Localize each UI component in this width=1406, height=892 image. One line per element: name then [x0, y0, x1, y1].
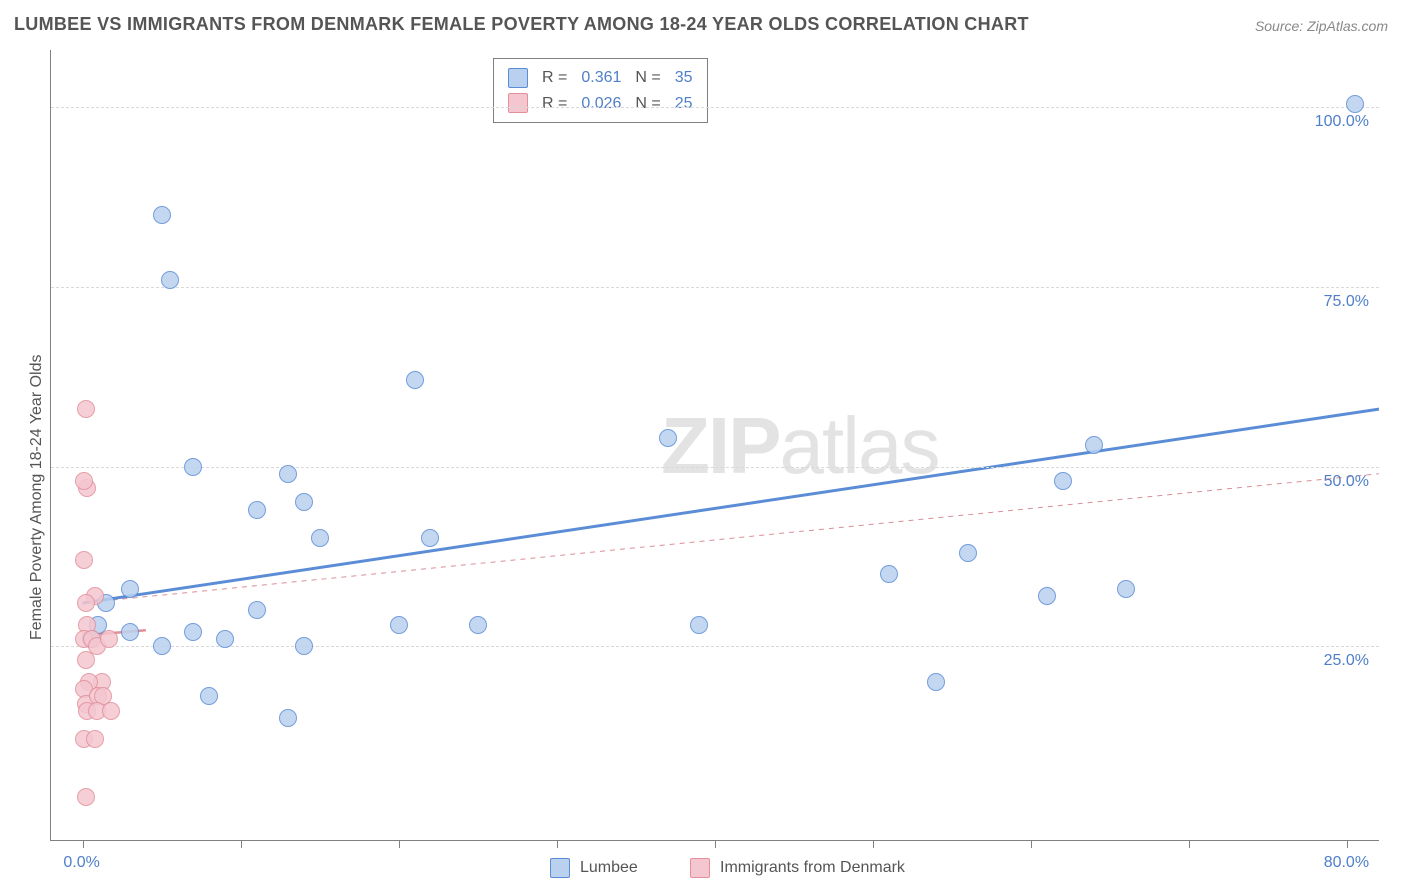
gridline-horizontal [51, 646, 1379, 647]
legend-label: Lumbee [580, 859, 638, 877]
scatter-point [1117, 580, 1135, 598]
scatter-point [248, 501, 266, 519]
x-tick-mark [399, 840, 400, 848]
scatter-point [77, 594, 95, 612]
gridline-horizontal [51, 107, 1379, 108]
scatter-point [295, 493, 313, 511]
scatter-point [959, 544, 977, 562]
scatter-point [75, 472, 93, 490]
scatter-point [927, 673, 945, 691]
scatter-point [77, 651, 95, 669]
x-tick-label: 0.0% [63, 854, 99, 872]
scatter-point [390, 616, 408, 634]
scatter-point [75, 551, 93, 569]
scatter-point [200, 687, 218, 705]
scatter-point [121, 580, 139, 598]
r-label: R = [542, 65, 567, 91]
scatter-point [77, 788, 95, 806]
scatter-point [161, 271, 179, 289]
y-axis-label: Female Poverty Among 18-24 Year Olds [28, 355, 46, 641]
gridline-horizontal [51, 467, 1379, 468]
x-tick-mark [83, 840, 84, 848]
r-value: 0.026 [581, 91, 621, 117]
scatter-point [690, 616, 708, 634]
scatter-point [77, 400, 95, 418]
legend-swatch [550, 858, 570, 878]
scatter-point [216, 630, 234, 648]
n-value: 35 [675, 65, 693, 91]
y-tick-label: 50.0% [1324, 473, 1369, 491]
scatter-point [100, 630, 118, 648]
series-legend-item: Immigrants from Denmark [690, 858, 905, 878]
x-tick-mark [557, 840, 558, 848]
x-tick-label: 80.0% [1324, 854, 1369, 872]
x-tick-mark [1031, 840, 1032, 848]
watermark-atlas: atlas [779, 401, 938, 490]
series-legend-item: Lumbee [550, 858, 638, 878]
n-label: N = [635, 65, 660, 91]
scatter-point [1346, 95, 1364, 113]
chart-title: LUMBEE VS IMMIGRANTS FROM DENMARK FEMALE… [14, 14, 1029, 35]
scatter-point [1054, 472, 1072, 490]
scatter-point [153, 637, 171, 655]
legend-label: Immigrants from Denmark [720, 859, 905, 877]
scatter-point [295, 637, 313, 655]
scatter-point [121, 623, 139, 641]
n-value: 25 [675, 91, 693, 117]
watermark: ZIPatlas [661, 400, 938, 492]
scatter-point [1085, 436, 1103, 454]
scatter-point [406, 371, 424, 389]
scatter-point [311, 529, 329, 547]
x-tick-mark [873, 840, 874, 848]
r-label: R = [542, 91, 567, 117]
x-tick-mark [1347, 840, 1348, 848]
gridline-horizontal [51, 287, 1379, 288]
x-tick-mark [1189, 840, 1190, 848]
scatter-point [279, 709, 297, 727]
scatter-point [184, 458, 202, 476]
r-value: 0.361 [581, 65, 621, 91]
legend-swatch [508, 68, 528, 88]
scatter-point [102, 702, 120, 720]
scatter-point [248, 601, 266, 619]
legend-swatch [508, 93, 528, 113]
n-label: N = [635, 91, 660, 117]
watermark-zip: ZIP [661, 401, 779, 490]
scatter-point [184, 623, 202, 641]
plot-area: ZIPatlas R = 0.361 N = 35 R = 0.026 N = 25 25.0… [50, 50, 1379, 841]
scatter-point [279, 465, 297, 483]
y-tick-label: 75.0% [1324, 293, 1369, 311]
legend-swatch [690, 858, 710, 878]
stats-legend: R = 0.361 N = 35 R = 0.026 N = 25 [493, 58, 708, 123]
stats-legend-row: R = 0.026 N = 25 [508, 91, 693, 117]
scatter-point [421, 529, 439, 547]
scatter-point [1038, 587, 1056, 605]
stats-legend-row: R = 0.361 N = 35 [508, 65, 693, 91]
x-tick-mark [241, 840, 242, 848]
trend-lines [51, 50, 1379, 840]
y-tick-label: 25.0% [1324, 652, 1369, 670]
scatter-point [86, 730, 104, 748]
x-tick-mark [715, 840, 716, 848]
y-tick-label: 100.0% [1315, 113, 1369, 131]
scatter-point [153, 206, 171, 224]
source-label: Source: ZipAtlas.com [1255, 18, 1388, 34]
scatter-point [469, 616, 487, 634]
scatter-point [880, 565, 898, 583]
scatter-point [659, 429, 677, 447]
